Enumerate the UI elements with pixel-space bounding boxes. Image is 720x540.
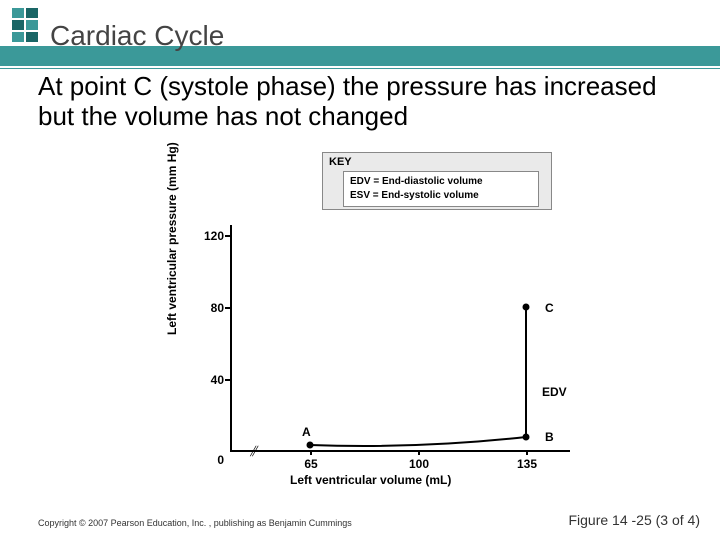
x-tick [418,450,420,455]
x-tick [526,450,528,455]
point-b-label: B [545,430,554,444]
figure-number: Figure 14 -25 (3 of 4) [568,512,700,528]
slide-subtitle: At point C (systole phase) the pressure … [38,72,698,132]
point-a [307,442,314,449]
point-b [523,434,530,441]
curve-ab [310,425,528,450]
y-axis [230,225,232,450]
key-body: EDV = End-diastolic volume ESV = End-sys… [343,171,539,207]
y-tick-label: 80 [198,301,224,315]
publisher-logo-icon [12,8,40,44]
axis-break-icon: ⫽ [250,443,256,460]
chart-key: KEY EDV = End-diastolic volume ESV = End… [322,152,552,210]
key-heading: KEY [329,156,352,168]
y-tick [225,379,230,381]
y-tick [225,307,230,309]
point-a-label: A [302,425,311,439]
point-c [523,304,530,311]
x-tick-label: 100 [404,457,434,471]
key-line-2: ESV = End-systolic volume [350,189,532,203]
y-tick-label: 0 [210,453,224,467]
y-tick [225,235,230,237]
y-axis-title: Left ventricular pressure (mm Hg) [165,142,179,335]
x-axis-title: Left ventricular volume (mL) [290,473,451,487]
x-tick-label: 135 [512,457,542,471]
line-bc [525,307,527,437]
key-line-1: EDV = End-diastolic volume [350,175,532,189]
slide-title: Cardiac Cycle [50,20,224,52]
x-tick-label: 65 [296,457,326,471]
copyright-text: Copyright © 2007 Pearson Education, Inc.… [38,518,352,528]
x-axis [230,450,570,452]
point-c-label: C [545,301,554,315]
y-tick-label: 120 [198,229,224,243]
header-rule-1 [0,64,720,66]
header-rule-2 [0,68,720,69]
edv-label: EDV [542,385,567,399]
x-tick [310,450,312,455]
pv-loop-chart: 120 80 40 0 ⫽ 65 100 135 Left ventricula… [150,225,590,485]
y-tick-label: 40 [198,373,224,387]
